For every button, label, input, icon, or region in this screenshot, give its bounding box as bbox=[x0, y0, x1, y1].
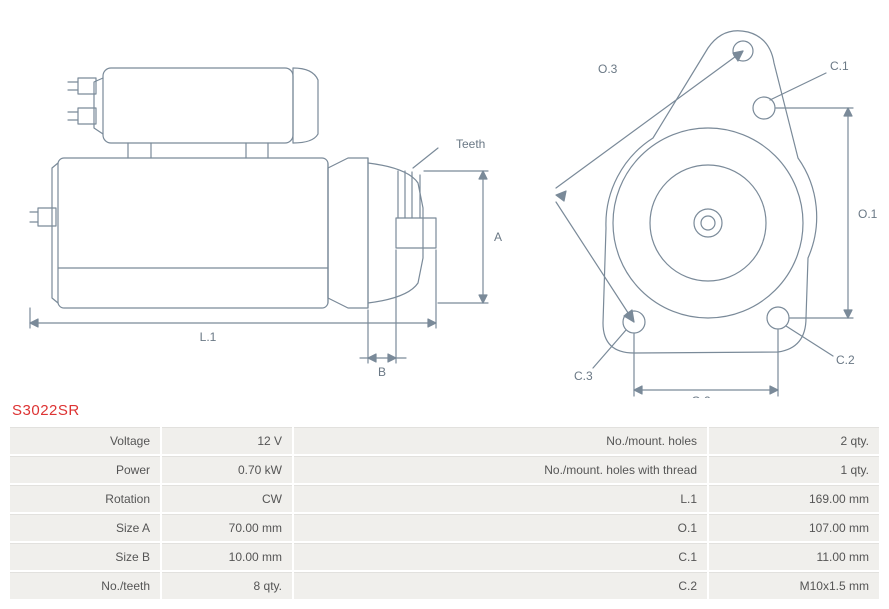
spec-value: 70.00 mm bbox=[162, 514, 292, 541]
dim-label-b: B bbox=[378, 365, 386, 379]
spec-label: O.1 bbox=[294, 514, 707, 541]
spec-value: 12 V bbox=[162, 427, 292, 454]
spec-value: 2 qty. bbox=[709, 427, 879, 454]
spec-value: 107.00 mm bbox=[709, 514, 879, 541]
spec-label: No./teeth bbox=[10, 572, 160, 599]
table-row: No./teeth 8 qty. C.2 M10x1.5 mm bbox=[10, 572, 879, 599]
spec-label: Power bbox=[10, 456, 160, 483]
spec-label: Size B bbox=[10, 543, 160, 570]
spec-value: 11.00 mm bbox=[709, 543, 879, 570]
dim-label-o2: O.2 bbox=[691, 394, 711, 398]
dim-label-o3: O.3 bbox=[598, 62, 618, 76]
dim-label-o1: O.1 bbox=[858, 207, 878, 221]
spec-label: C.2 bbox=[294, 572, 707, 599]
spec-label: Size A bbox=[10, 514, 160, 541]
spec-label: No./mount. holes bbox=[294, 427, 707, 454]
dim-label-c1: C.1 bbox=[830, 59, 849, 73]
spec-value: M10x1.5 mm bbox=[709, 572, 879, 599]
part-number: S3022SR bbox=[12, 402, 881, 419]
table-row: Rotation CW L.1 169.00 mm bbox=[10, 485, 879, 512]
front-view-svg: O.3 O.1 O.2 C.1 C.2 C.3 bbox=[538, 8, 878, 398]
spec-value: CW bbox=[162, 485, 292, 512]
front-view-drawing: O.3 O.1 O.2 C.1 C.2 C.3 bbox=[538, 8, 878, 398]
spec-value: 8 qty. bbox=[162, 572, 292, 599]
spec-label: Voltage bbox=[10, 427, 160, 454]
side-view-svg: L.1 B A Teeth bbox=[8, 8, 518, 398]
spec-value: 0.70 kW bbox=[162, 456, 292, 483]
dim-label-teeth: Teeth bbox=[456, 137, 485, 151]
dim-label-c3: C.3 bbox=[574, 369, 593, 383]
spec-label: L.1 bbox=[294, 485, 707, 512]
spec-label: No./mount. holes with thread bbox=[294, 456, 707, 483]
dim-label-l1: L.1 bbox=[200, 330, 217, 344]
dim-label-c2: C.2 bbox=[836, 353, 855, 367]
table-row: Power 0.70 kW No./mount. holes with thre… bbox=[10, 456, 879, 483]
table-row: Voltage 12 V No./mount. holes 2 qty. bbox=[10, 427, 879, 454]
spec-value: 1 qty. bbox=[709, 456, 879, 483]
table-row: Size B 10.00 mm C.1 11.00 mm bbox=[10, 543, 879, 570]
dim-label-a: A bbox=[494, 230, 502, 244]
spec-label: Rotation bbox=[10, 485, 160, 512]
spec-value: 169.00 mm bbox=[709, 485, 879, 512]
side-view-drawing: L.1 B A Teeth bbox=[8, 8, 518, 398]
spec-table: Voltage 12 V No./mount. holes 2 qty. Pow… bbox=[8, 425, 881, 601]
page: L.1 B A Teeth bbox=[0, 0, 889, 609]
table-row: Size A 70.00 mm O.1 107.00 mm bbox=[10, 514, 879, 541]
spec-label: C.1 bbox=[294, 543, 707, 570]
spec-value: 10.00 mm bbox=[162, 543, 292, 570]
drawings-row: L.1 B A Teeth bbox=[8, 8, 881, 398]
